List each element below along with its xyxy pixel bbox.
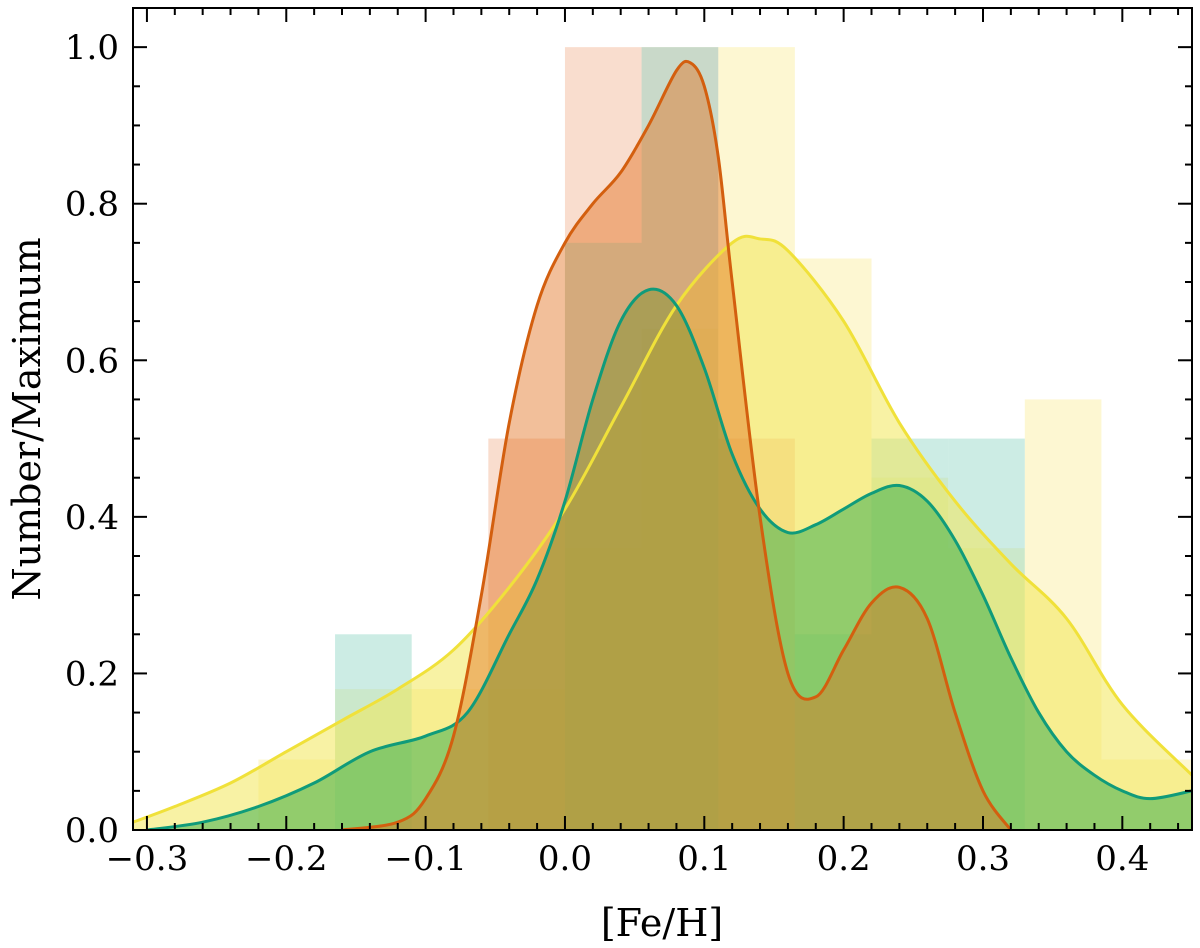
x-tick-label: 0.1 xyxy=(677,839,731,879)
y-tick-label: 0.2 xyxy=(65,654,119,694)
orange-density-curve xyxy=(341,59,1013,830)
green-density-curve xyxy=(146,287,1192,830)
x-tick-label: 0.3 xyxy=(956,839,1010,879)
tick-labels: −0.3 −0.2 −0.1 0.0 0.1 0.2 0.3 0.4 0.0 0.2 0.4 0.6 0… xyxy=(65,28,1149,879)
y-tick-label: 0.4 xyxy=(65,498,119,538)
y-tick-label: 0.6 xyxy=(65,341,119,381)
x-axis-label: [Fe/H] xyxy=(601,901,723,945)
plot-frame xyxy=(132,7,1193,831)
density-curves-layer xyxy=(133,59,1192,830)
y-tick-label: 0.8 xyxy=(65,185,119,225)
y-tick-label: 1.0 xyxy=(65,28,119,68)
axis-ticks xyxy=(133,7,1192,831)
x-tick-label: 0.4 xyxy=(1095,839,1149,879)
yellow-density-curve xyxy=(133,234,1192,824)
orange-density-fill xyxy=(342,61,1011,830)
x-tick-label: −0.3 xyxy=(106,839,189,879)
x-tick-label: −0.2 xyxy=(245,839,328,879)
x-tick-label: −0.1 xyxy=(384,839,467,879)
green-density-fill xyxy=(146,289,1192,830)
x-tick-label: 0.2 xyxy=(817,839,871,879)
y-tick-label: 0.0 xyxy=(65,811,119,851)
x-tick-label: 0.0 xyxy=(538,839,592,879)
y-axis-label: Number/Maximum xyxy=(5,237,49,600)
